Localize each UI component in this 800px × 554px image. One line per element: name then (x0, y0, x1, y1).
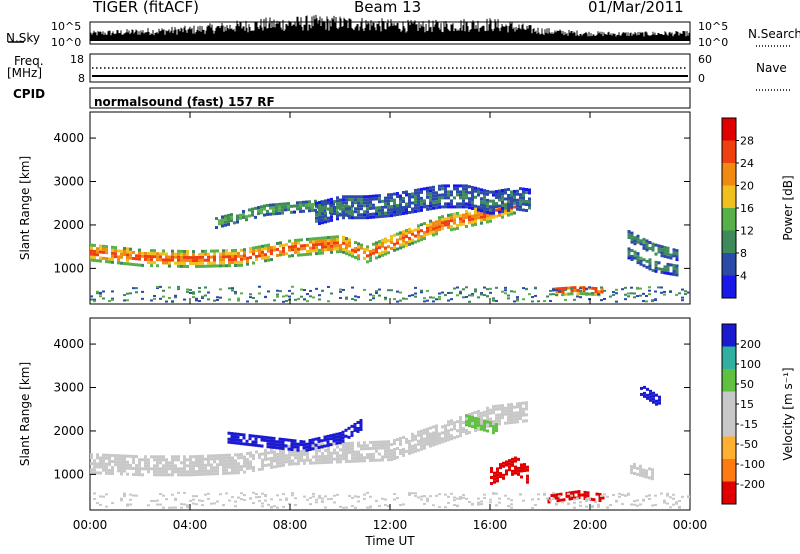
power-colorbar-swatch (722, 163, 736, 186)
power-colorbar-label: 24 (740, 157, 754, 170)
nsky-label: N.Sky (6, 31, 41, 45)
velocity-colorbar-swatch (722, 391, 736, 414)
velocity-colorbar-swatch (722, 436, 736, 459)
nave-label: Nave (756, 61, 787, 75)
freq-ytick-top: 18 (70, 53, 84, 66)
power-cells (90, 184, 690, 303)
power-colorbar-swatch (722, 185, 736, 208)
time-xtick-label: 00:00 (673, 518, 708, 532)
freq-label-line1: Freq. (14, 54, 44, 68)
date-label: 01/Mar/2011 (588, 0, 684, 16)
power-colorbar-label: 12 (740, 225, 754, 238)
nsky-ytick-bottom: 10^0 (51, 36, 81, 49)
nave-ytick-top: 60 (698, 53, 712, 66)
power-ytick-label: 1000 (53, 261, 84, 275)
nsky-frame (89, 21, 691, 45)
power-colorbar-label: 16 (740, 202, 754, 215)
power-ytick-label: 4000 (53, 131, 84, 145)
velocity-colorbar-swatch (722, 481, 736, 504)
velocity-colorbar-title: Velocity [m s⁻¹] (781, 367, 795, 460)
beam-label: Beam 13 (354, 0, 422, 16)
freq-label-line2: [MHz] (7, 66, 43, 80)
power-colorbar-title: Power [dB] (781, 175, 795, 240)
velocity-colorbar-label: 15 (740, 398, 754, 411)
power-colorbar-swatch (722, 275, 736, 298)
time-xtick-label: 00:00 (73, 518, 108, 532)
nsearch-label: N.Search (748, 27, 800, 41)
velocity-colorbar-frame (721, 323, 737, 505)
velocity-colorbar-swatch (722, 459, 736, 482)
power-colorbar-swatch (722, 230, 736, 253)
cpid-label: CPID (13, 87, 46, 101)
power-ylabel: Slant Range [km] (18, 156, 32, 260)
nsky-ytick-top: 10^5 (51, 20, 81, 33)
power-colorbar-label: 4 (740, 270, 747, 283)
velocity-colorbar-label: 100 (740, 358, 761, 371)
velocity-colorbar-swatch (722, 414, 736, 437)
nsky-series (90, 14, 690, 41)
nsearch-ytick-bottom: 10^0 (698, 36, 728, 49)
velocity-colorbar-label: 200 (740, 338, 761, 351)
time-xtick-label: 08:00 (273, 518, 308, 532)
velocity-colorbar-label: -15 (740, 418, 758, 431)
velocity-frame (89, 317, 691, 511)
nave-ytick-bottom: 0 (698, 72, 705, 85)
velocity-colorbar-swatch (722, 346, 736, 369)
velocity-colorbar-swatch (722, 369, 736, 392)
freq-frame (89, 53, 691, 83)
power-colorbar-swatch (722, 140, 736, 163)
velocity-ytick-label: 4000 (53, 337, 84, 351)
power-colorbar-label: 8 (740, 247, 747, 260)
power-ytick-label: 2000 (53, 218, 84, 232)
velocity-ytick-label: 2000 (53, 424, 84, 438)
nsearch-ytick-top: 10^5 (698, 20, 728, 33)
velocity-colorbar-label: -200 (740, 478, 765, 491)
power-colorbar-label: 20 (740, 180, 754, 193)
mode-text: normalsound (fast) 157 RF (94, 95, 275, 109)
time-xtick-label: 12:00 (373, 518, 408, 532)
velocity-ytick-label: 1000 (53, 467, 84, 481)
velocity-colorbar-swatch (722, 324, 736, 347)
power-colorbar-swatch (722, 118, 736, 141)
velocity-colorbar-label: 50 (740, 378, 754, 391)
velocity-colorbar-label: -50 (740, 438, 758, 451)
time-xtick-label: 04:00 (173, 518, 208, 532)
velocity-ytick-label: 3000 (53, 381, 84, 395)
power-colorbar-swatch (722, 253, 736, 276)
velocity-colorbar-label: -100 (740, 458, 765, 471)
time-xtick-label: 20:00 (573, 518, 608, 532)
velocity-ylabel: Slant Range [km] (18, 362, 32, 466)
cpid-frame (89, 87, 691, 109)
time-xlabel: Time UT (364, 534, 415, 548)
power-ytick-label: 3000 (53, 175, 84, 189)
power-colorbar-label: 28 (740, 135, 754, 148)
radar-title: TIGER (fitACF) (93, 0, 200, 16)
freq-ytick-bottom: 8 (78, 72, 85, 85)
velocity-cells (90, 385, 690, 509)
time-xtick-label: 16:00 (473, 518, 508, 532)
power-colorbar-swatch (722, 208, 736, 231)
